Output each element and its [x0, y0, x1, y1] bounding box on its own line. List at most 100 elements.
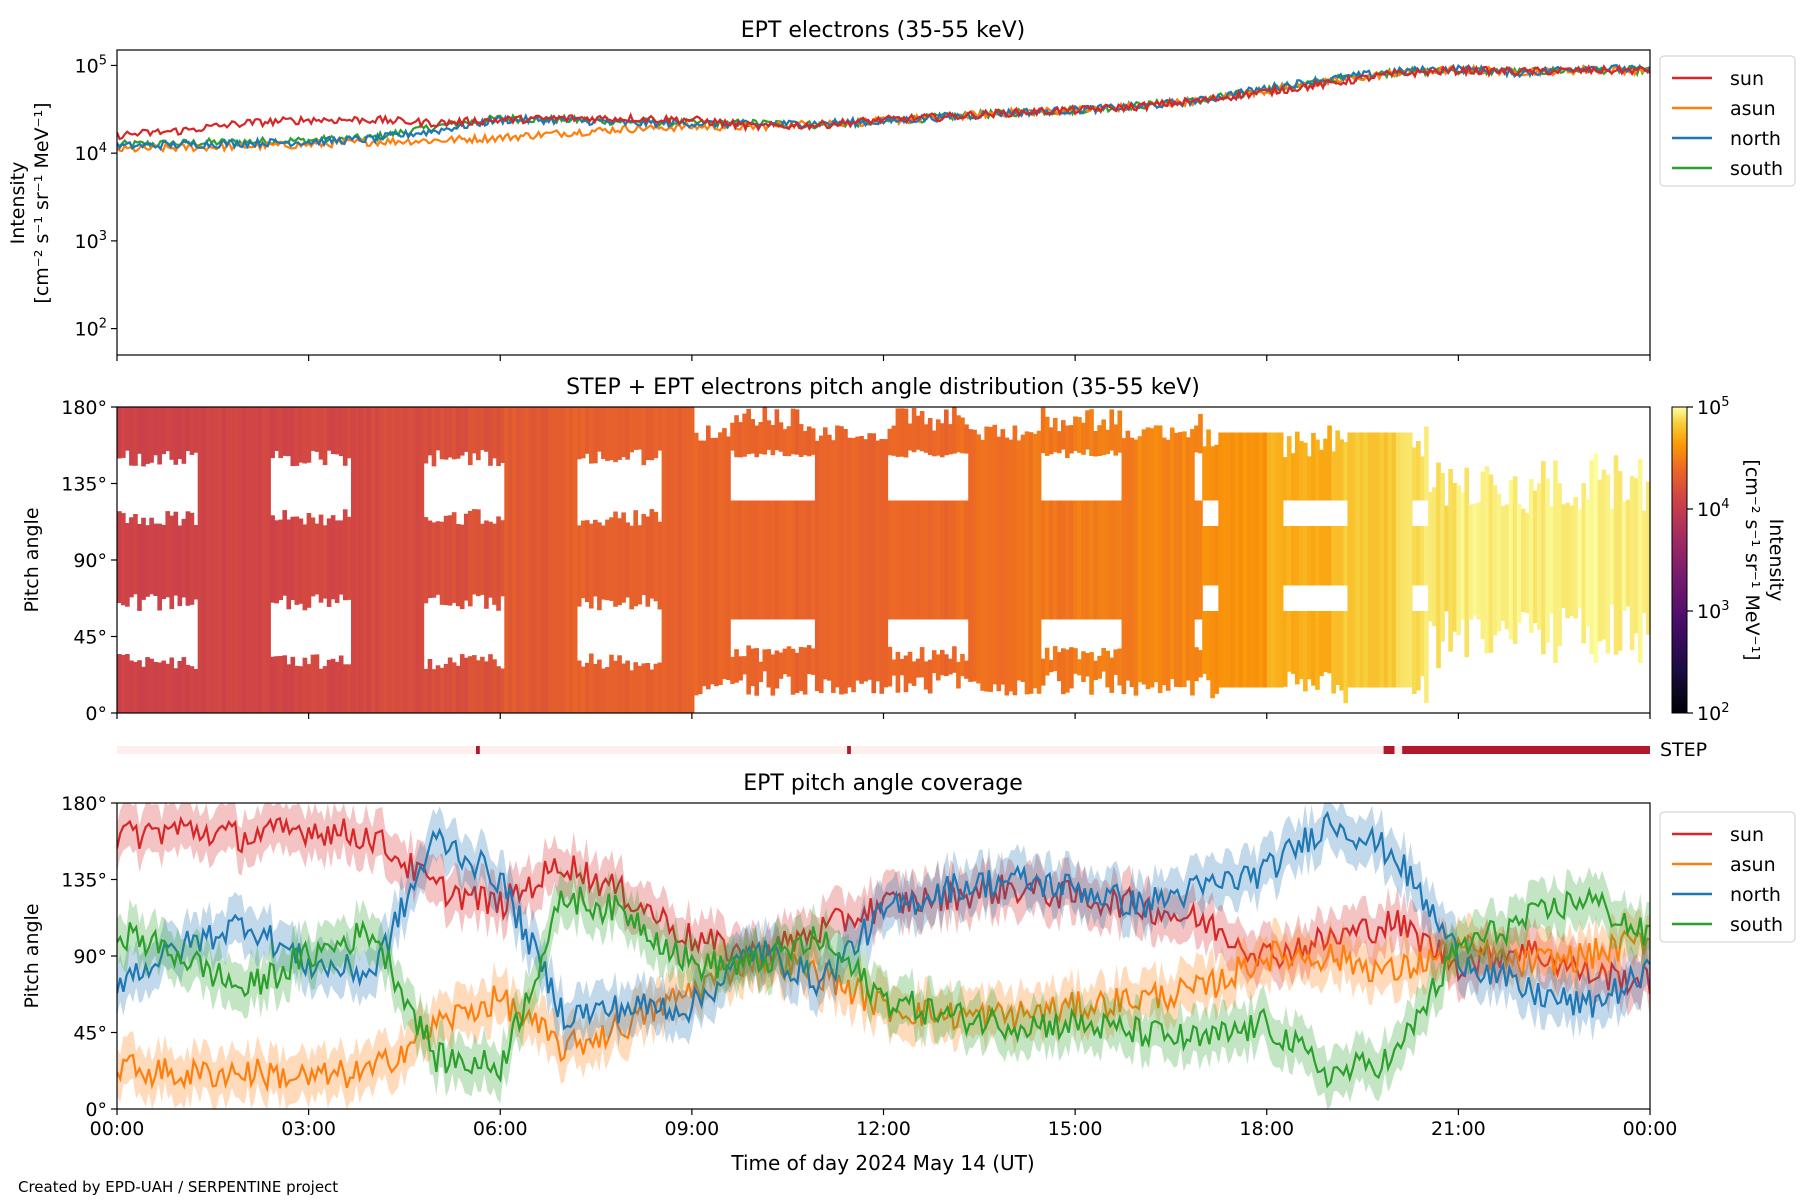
step-panel: STEP: [117, 739, 1707, 761]
heatmap-cell: [1508, 480, 1514, 640]
heatmap-cell: [939, 649, 945, 676]
heatmap-cell: [964, 500, 969, 620]
heatmap-cell: [1012, 425, 1018, 696]
heatmap-cell: [601, 668, 606, 713]
intensity-line-sun: [117, 63, 1650, 141]
heatmap-cell: [1242, 432, 1248, 688]
heatmap-cell: [294, 407, 300, 466]
heatmap-cell: [1182, 431, 1187, 688]
heatmap-cell: [1077, 500, 1082, 620]
heatmap-cell: [774, 650, 780, 689]
heatmap-cell: [657, 407, 663, 451]
heatmap-cell: [992, 424, 998, 685]
heatmap-cell: [1416, 611, 1421, 691]
heatmap-cell: [948, 424, 953, 455]
heatmap-cell: [1109, 657, 1115, 693]
heatmap-cell: [1565, 502, 1570, 619]
heatmap-cell: [476, 509, 481, 597]
heatmap-cell: [411, 407, 417, 713]
heatmap-cell: [617, 407, 622, 460]
heatmap-cell: [1319, 449, 1324, 501]
heatmap-cell: [750, 500, 755, 620]
heatmap-cell: [508, 407, 513, 713]
x-tick-label: 15:00: [1048, 1118, 1103, 1140]
heatmap-cell: [229, 407, 235, 713]
legend-box: [1659, 55, 1796, 187]
heatmap-cell: [427, 520, 433, 598]
heatmap-cell: [1577, 509, 1583, 608]
heatmap-cell: [1073, 416, 1078, 451]
heatmap-cell: [863, 439, 868, 682]
heatmap-cell: [419, 407, 425, 713]
heatmap-cell: [806, 645, 812, 674]
heatmap-cell: [774, 409, 780, 451]
legend-label-asun: asun: [1730, 854, 1776, 876]
heatmap-cell: [593, 407, 598, 464]
heatmap-cell: [1044, 416, 1050, 456]
heatmap-cell: [1557, 483, 1562, 646]
heatmap-cell: [467, 656, 473, 713]
heatmap-cell: [903, 500, 909, 620]
heatmap-cell: [952, 500, 957, 620]
heatmap-cell: [831, 440, 836, 693]
heatmap-cell: [887, 428, 893, 456]
coverage-line-asun: [117, 929, 1650, 1093]
legend-box: [1659, 811, 1796, 943]
intensity-y-ticks: 102 103 104 105: [75, 53, 117, 341]
heatmap-cell: [330, 515, 336, 600]
heatmap-cell: [1048, 500, 1054, 620]
heatmap-cell: [334, 407, 340, 455]
heatmap-cell: [822, 427, 828, 680]
heatmap-cell: [310, 517, 316, 597]
heatmap-cell: [504, 407, 509, 713]
heatmap-cell: [1315, 439, 1320, 501]
heatmap-cell: [1448, 469, 1453, 652]
heatmap-cell: [306, 407, 312, 463]
heatmap-cell: [189, 407, 195, 455]
heatmap-cell: [1056, 500, 1062, 620]
heatmap-cell: [1416, 526, 1421, 586]
heatmap-cell: [1008, 439, 1014, 692]
heatmap-cell: [786, 500, 792, 620]
heatmap-cell: [1117, 500, 1123, 620]
heatmap-cell: [1153, 425, 1159, 682]
heatmap-cell: [451, 512, 457, 603]
heatmap-cell: [802, 500, 808, 620]
heatmap-cell: [117, 511, 122, 603]
heatmap-cell: [1403, 432, 1409, 688]
heatmap-cell: [1516, 504, 1522, 624]
heatmap-cell: [891, 425, 897, 456]
heatmap-cell: [286, 407, 292, 457]
heatmap-cell: [790, 648, 796, 695]
heatmap-cell: [944, 409, 949, 456]
heatmap-cell: [145, 407, 150, 464]
heatmap-cell: [153, 407, 158, 456]
step-segment: [1383, 746, 1395, 754]
heatmap-cell: [714, 437, 719, 687]
heatmap-cell: [1597, 479, 1603, 642]
heatmap-cell: [387, 407, 392, 713]
heatmap-cell: [197, 407, 203, 713]
heatmap-cell: [133, 514, 138, 595]
heatmap-cell: [1085, 653, 1090, 677]
heatmap-cell: [899, 500, 905, 620]
heatmap-cell: [375, 407, 380, 713]
heatmap-cell: [605, 519, 610, 601]
heatmap-cell: [782, 500, 788, 620]
heatmap-cell: [338, 520, 344, 595]
heatmap-cell: [1621, 501, 1627, 611]
heatmap-cell: [778, 422, 784, 452]
heatmap-cell: [879, 439, 885, 694]
heatmap-cell: [266, 407, 271, 713]
heatmap-cell: [423, 669, 429, 713]
heatmap-cell: [1549, 506, 1554, 614]
heatmap-cell: [754, 500, 760, 620]
heatmap-cell: [463, 513, 469, 601]
heatmap-cell: [685, 407, 691, 713]
heatmap-cell: [827, 434, 832, 681]
heatmap-cell: [903, 408, 909, 458]
heatmap-cell: [1411, 447, 1417, 501]
heatmap-cell: [1056, 652, 1062, 682]
heatmap-cell: [609, 517, 614, 601]
heatmap-cell: [633, 407, 639, 450]
